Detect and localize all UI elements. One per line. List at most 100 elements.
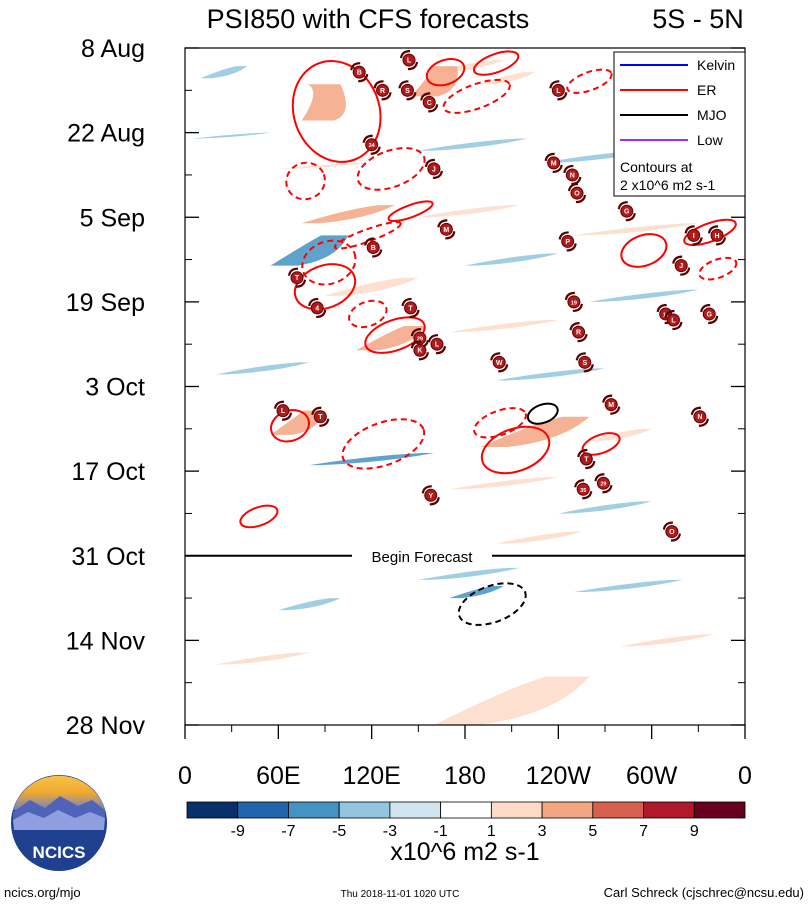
- storm-swirl: [549, 80, 568, 101]
- storm-dot: [620, 204, 634, 218]
- storm-swirl: [373, 80, 392, 101]
- storm-swirl: [410, 340, 429, 361]
- legend-label-mjo: MJO: [697, 107, 727, 123]
- storm-dot: [666, 313, 680, 327]
- storm-swirl: [311, 406, 330, 427]
- er-contour: [472, 50, 520, 76]
- y-tick-label: 19 Sep: [66, 289, 145, 317]
- er-contour: [566, 68, 613, 94]
- er-contour: [239, 504, 279, 529]
- mjo-contour: [457, 582, 527, 626]
- storm-dot: [547, 156, 561, 170]
- storm-swirl: [567, 182, 587, 204]
- storm-dot: [578, 355, 592, 369]
- anomaly-band: [558, 501, 652, 514]
- storm-dot: [439, 222, 453, 236]
- er-contour: [442, 78, 511, 114]
- storm-swirl: [594, 473, 613, 494]
- storm-marker: B: [364, 237, 383, 258]
- storm-code: G: [624, 209, 630, 216]
- er-contour: [698, 256, 738, 281]
- legend-note-line1: Contours at: [620, 159, 692, 175]
- storm-dot: [427, 162, 441, 176]
- storm-swirl: [558, 231, 577, 252]
- storm-code: O: [574, 191, 580, 198]
- storm-swirl: [401, 297, 420, 319]
- anomaly-band: [465, 253, 559, 266]
- x-tick-label: 0: [738, 762, 752, 790]
- er-contour: [301, 239, 357, 286]
- anomaly-band: [589, 289, 699, 302]
- storm-code: K: [417, 348, 422, 355]
- storm-code: G: [706, 311, 712, 318]
- er-contour: [473, 407, 527, 439]
- storm-marker: B: [350, 62, 369, 83]
- storm-marker: W: [490, 352, 509, 373]
- storm-swirl: [563, 164, 582, 186]
- storm-marker: 24: [362, 134, 381, 155]
- storm-code: M: [551, 160, 557, 167]
- storm-marker: J: [424, 158, 443, 179]
- storm-dot: [551, 83, 565, 97]
- storm-code: L: [556, 88, 561, 95]
- storm-dot: [567, 295, 581, 309]
- storm-marker: L: [399, 49, 419, 71]
- colorbar-swatch: [440, 801, 492, 819]
- y-tick-label: 8 Aug: [81, 35, 145, 63]
- colorbar-swatch: [490, 801, 543, 819]
- mjo-contour: [526, 402, 559, 425]
- footer-site: ncics.org/mjo: [4, 885, 81, 900]
- storm-code: 4: [315, 305, 319, 312]
- colorbar-swatch: [541, 801, 594, 819]
- y-tick-label: 17 Oct: [71, 458, 145, 486]
- y-tick-label: 28 Nov: [66, 712, 146, 740]
- storm-swirl: [707, 225, 727, 246]
- storm-marker: R: [569, 321, 588, 343]
- anomaly-band: [418, 567, 520, 580]
- storm-marker: T: [287, 267, 307, 288]
- storm-dot: [687, 228, 701, 242]
- storm-swirl: [544, 152, 563, 173]
- anomaly-band: [496, 531, 582, 544]
- storm-code: T: [408, 305, 413, 312]
- colorbar-tick-label: -9: [231, 823, 245, 840]
- storm-marker: O: [567, 182, 587, 204]
- er-contour: [480, 425, 551, 475]
- storm-marker: H: [707, 225, 727, 246]
- legend-label-kelvin: Kelvin: [697, 57, 735, 73]
- storm-swirl: [287, 267, 307, 288]
- storm-dot: [576, 482, 590, 496]
- storm-marker: O: [662, 521, 681, 542]
- colorbar-tick-label: -1: [434, 823, 448, 840]
- storm-code: J: [679, 263, 683, 270]
- storm-code: N: [697, 414, 702, 421]
- storm-swirl: [672, 255, 691, 276]
- storm-dot: [430, 337, 444, 351]
- storm-code: L: [281, 408, 286, 415]
- anomaly-band: [573, 579, 683, 593]
- storm-marker: 35: [574, 479, 593, 500]
- storm-marker: J: [672, 255, 691, 276]
- storm-swirl: [574, 479, 593, 500]
- storm-swirl: [362, 134, 381, 155]
- er-contour: [387, 200, 434, 223]
- y-tick-label: 5 Sep: [80, 204, 145, 232]
- colorbar-tick-label: 7: [639, 823, 648, 840]
- er-contour: [341, 418, 426, 470]
- storm-marker: 4: [308, 297, 327, 319]
- storm-dot: [702, 307, 716, 321]
- anomaly-band: [216, 652, 310, 665]
- storm-dot: [413, 343, 427, 357]
- storm-dot: [561, 234, 575, 248]
- y-tick-label: 14 Nov: [66, 627, 146, 655]
- colorbar-tick-label: -5: [332, 823, 346, 840]
- storm-dot: [693, 410, 707, 424]
- storm-marker: T: [311, 406, 330, 427]
- footer-timestamp: Thu 2018-11-01 1020 UTC: [341, 889, 460, 900]
- storm-code: S: [405, 88, 410, 95]
- storm-dot: [402, 53, 416, 67]
- storm-dot: [422, 95, 436, 109]
- storm-marker: M: [602, 394, 621, 415]
- storm-code: Y: [428, 493, 433, 500]
